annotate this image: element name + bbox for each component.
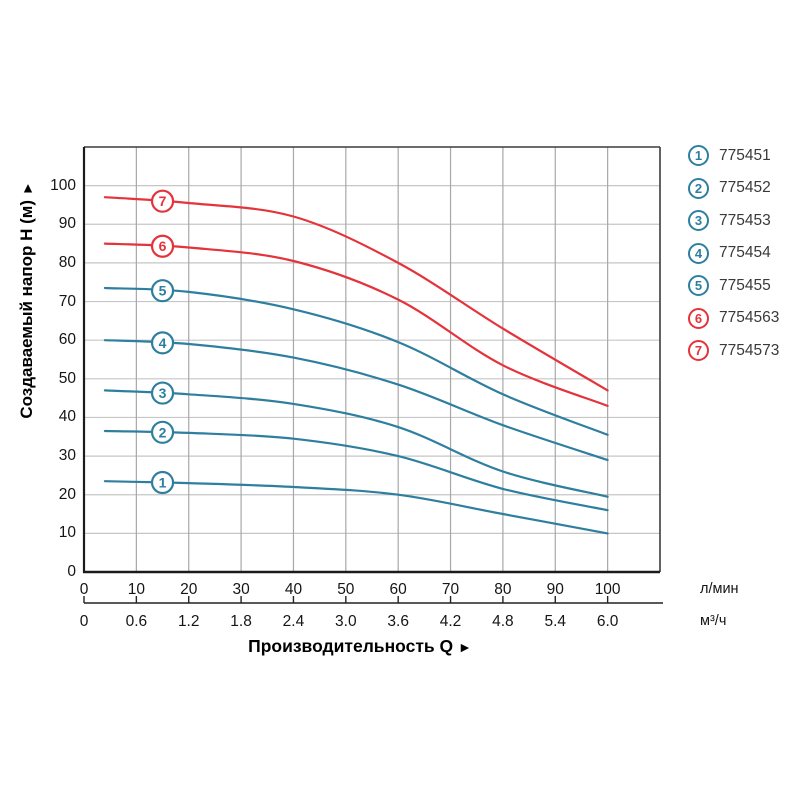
x-axis-title-text: Производительность Q bbox=[248, 636, 454, 656]
y-tick-label-30: 30 bbox=[58, 447, 76, 465]
legend-model-label: 775455 bbox=[719, 276, 771, 294]
curve-marker-number-3: 3 bbox=[159, 385, 167, 401]
curve-775453 bbox=[103, 389, 609, 498]
y-tick-label-40: 40 bbox=[58, 408, 76, 426]
legend-item-775453: 3 775453 bbox=[688, 210, 779, 231]
curve-marker-number-1: 1 bbox=[159, 475, 167, 491]
x-tick-lmin-100: 100 bbox=[594, 581, 621, 598]
legend-item-775454: 4 775454 bbox=[688, 242, 779, 264]
right-arrow-icon: ► bbox=[458, 639, 472, 655]
curve-775452 bbox=[103, 429, 609, 512]
x-tick-lmin-0: 0 bbox=[79, 581, 89, 598]
x-tick-m3h-6.0: 6.0 bbox=[596, 613, 619, 630]
legend: 1 775451 2 775452 3 775453 4 775454 5 775455 6 7754… bbox=[688, 145, 779, 373]
legend-marker-4: 4 bbox=[688, 242, 709, 264]
x-tick-lmin-70: 70 bbox=[441, 581, 460, 598]
curve-marker-number-4: 4 bbox=[159, 335, 167, 351]
curve-775451 bbox=[103, 480, 609, 535]
legend-item-775452: 2 775452 bbox=[688, 177, 779, 199]
x-tick-lmin-60: 60 bbox=[389, 581, 407, 598]
x-tick-m3h-3.6: 3.6 bbox=[387, 613, 409, 630]
legend-marker-5: 5 bbox=[688, 275, 709, 296]
y-tick-label-100: 100 bbox=[50, 176, 76, 194]
y-tick-label-10: 10 bbox=[58, 524, 76, 542]
curve-marker-number-5: 5 bbox=[159, 283, 167, 299]
x-tick-m3h-0: 0 bbox=[79, 613, 89, 630]
y-tick-label-20: 20 bbox=[58, 485, 76, 503]
secondary-scale bbox=[83, 596, 663, 604]
curve-marker-circle-6 bbox=[150, 234, 175, 258]
curve-7754563 bbox=[103, 242, 609, 407]
legend-marker-2: 2 bbox=[688, 177, 709, 199]
curve-775454 bbox=[103, 339, 609, 462]
x-tick-lmin-40: 40 bbox=[284, 581, 303, 598]
curves bbox=[103, 196, 609, 535]
legend-model-label: 7754573 bbox=[719, 341, 780, 359]
x-tick-m3h-5.4: 5.4 bbox=[544, 613, 567, 630]
x-tick-lmin-90: 90 bbox=[546, 581, 564, 598]
y-tick-label-70: 70 bbox=[58, 292, 76, 310]
plot-frame bbox=[82, 146, 661, 574]
curve-7754573 bbox=[103, 196, 609, 392]
x-tick-lmin-80: 80 bbox=[494, 581, 512, 598]
x-tick-m3h-4.8: 4.8 bbox=[492, 613, 514, 630]
legend-model-label: 775453 bbox=[719, 211, 771, 229]
y-tick-label-80: 80 bbox=[58, 253, 76, 271]
y-tick-label-50: 50 bbox=[58, 369, 76, 387]
curve-marker-circle-5 bbox=[150, 279, 175, 303]
x-unit-primary-label: л/мин bbox=[700, 581, 739, 597]
y-tick-label-90: 90 bbox=[58, 215, 76, 233]
curve-marker-number-7: 7 bbox=[159, 193, 167, 209]
legend-marker-7: 7 bbox=[688, 340, 709, 361]
curve-marker-circle-7 bbox=[150, 189, 175, 213]
x-tick-lmin-50: 50 bbox=[337, 581, 355, 598]
x-tick-m3h-0.6: 0.6 bbox=[125, 613, 148, 630]
legend-model-label: 775454 bbox=[719, 244, 771, 261]
legend-item-7754573: 7 7754573 bbox=[688, 340, 779, 361]
x-unit-secondary-label: м³/ч bbox=[700, 613, 727, 629]
x-axis-title: Производительность Q ► bbox=[248, 636, 472, 657]
x-tick-m3h-1.8: 1.8 bbox=[230, 613, 252, 630]
y-tick-label-0: 0 bbox=[67, 563, 76, 580]
x-tick-lmin-20: 20 bbox=[180, 581, 198, 598]
curve-marker-circle-1 bbox=[150, 470, 175, 495]
legend-marker-3: 3 bbox=[688, 210, 709, 231]
curve-marker-number-6: 6 bbox=[159, 238, 167, 254]
curve-marker-circle-4 bbox=[150, 331, 175, 355]
legend-model-label: 7754563 bbox=[719, 309, 780, 326]
legend-marker-6: 6 bbox=[688, 307, 709, 329]
x-tick-m3h-4.2: 4.2 bbox=[439, 613, 462, 630]
curve-775455 bbox=[103, 286, 609, 436]
legend-model-label: 775451 bbox=[719, 146, 771, 164]
curve-marker-number-2: 2 bbox=[159, 424, 167, 440]
legend-model-label: 775452 bbox=[719, 179, 771, 196]
x-tick-m3h-1.2: 1.2 bbox=[177, 613, 200, 630]
curve-markers: 1 2 3 4 5 6 7 bbox=[150, 189, 175, 495]
x-tick-m3h-3.0: 3.0 bbox=[335, 613, 357, 630]
curve-marker-circle-3 bbox=[150, 381, 175, 405]
grid bbox=[84, 147, 660, 572]
x-tick-lmin-10: 10 bbox=[127, 581, 145, 598]
curve-marker-circle-2 bbox=[150, 420, 175, 444]
x-tick-lmin-30: 30 bbox=[232, 581, 250, 598]
legend-item-775451: 1 775451 bbox=[688, 145, 779, 166]
legend-item-775455: 5 775455 bbox=[688, 275, 779, 296]
legend-item-7754563: 6 7754563 bbox=[688, 307, 780, 329]
y-tick-label-60: 60 bbox=[58, 331, 76, 349]
legend-marker-1: 1 bbox=[688, 145, 709, 166]
x-tick-m3h-2.4: 2.4 bbox=[282, 613, 305, 630]
